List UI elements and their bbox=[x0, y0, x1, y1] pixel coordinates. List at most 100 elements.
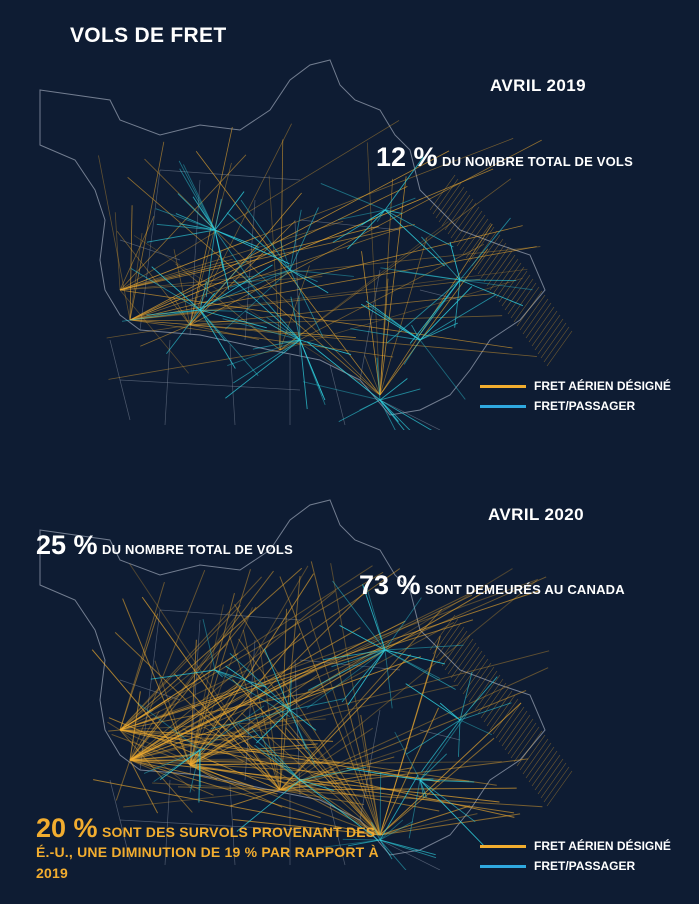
cargo-route bbox=[119, 120, 400, 291]
cargo-route bbox=[129, 656, 421, 761]
cargo-route bbox=[111, 733, 381, 836]
passenger-route bbox=[347, 839, 381, 847]
legend-label-cargo: FRET AÉRIEN DÉSIGNÉ bbox=[534, 379, 671, 393]
passenger-route bbox=[199, 292, 216, 311]
passenger-route bbox=[379, 839, 437, 859]
cargo-route bbox=[119, 578, 539, 731]
passenger-route bbox=[459, 217, 511, 281]
passenger-route bbox=[214, 229, 230, 290]
cargo-route bbox=[129, 278, 481, 321]
stat-text-line1: SONT DES SURVOLS PROVENANT DES bbox=[102, 824, 376, 840]
passenger-route bbox=[225, 665, 291, 711]
passenger-route bbox=[379, 399, 405, 430]
stat-total-flights-2019: 12 % DU NOMBRE TOTAL DE VOLS bbox=[376, 142, 633, 173]
legend-item-cargo: FRET AÉRIEN DÉSIGNÉ bbox=[480, 376, 671, 396]
cargo-route bbox=[119, 567, 303, 731]
cargo-route bbox=[361, 251, 381, 396]
overflight-track bbox=[513, 726, 540, 763]
legend-label-passenger: FRET/PASSAGER bbox=[534, 399, 636, 413]
cargo-route bbox=[116, 231, 191, 326]
overflight-track bbox=[444, 634, 471, 671]
cargo-route bbox=[189, 607, 253, 766]
cargo-route bbox=[129, 687, 241, 761]
cargo-route bbox=[279, 576, 381, 836]
passenger-route bbox=[211, 269, 291, 304]
stat-text: DU NOMBRE TOTAL DE VOLS bbox=[442, 154, 633, 169]
border-line bbox=[229, 784, 236, 866]
overflight-track bbox=[468, 666, 495, 703]
overflight-track bbox=[453, 206, 480, 243]
border-line bbox=[299, 659, 401, 671]
passenger-route bbox=[178, 160, 216, 231]
passenger-route bbox=[419, 779, 427, 798]
passenger-route bbox=[458, 719, 461, 757]
cargo-route bbox=[129, 168, 494, 321]
cargo-route bbox=[189, 761, 502, 766]
overflight-track bbox=[507, 278, 534, 315]
legend-2020: FRET AÉRIEN DÉSIGNÉ FRET/PASSAGER bbox=[480, 836, 671, 876]
overflight-track bbox=[516, 290, 543, 327]
passenger-route bbox=[337, 209, 386, 221]
border-line bbox=[189, 619, 201, 776]
passenger-route bbox=[379, 388, 421, 401]
cargo-route bbox=[279, 758, 529, 791]
cargo-route bbox=[189, 251, 222, 326]
passenger-route bbox=[214, 669, 223, 678]
stat-value: 25 % bbox=[36, 530, 98, 560]
passenger-route bbox=[198, 749, 201, 803]
cargo-route bbox=[173, 249, 191, 326]
cargo-route bbox=[279, 277, 523, 351]
cargo-route bbox=[119, 729, 245, 788]
overflight-track bbox=[516, 730, 543, 767]
border-line bbox=[329, 364, 346, 426]
passenger-route bbox=[361, 209, 386, 226]
cargo-route bbox=[129, 568, 401, 761]
overflight-track bbox=[447, 198, 474, 235]
passenger-route bbox=[289, 698, 344, 711]
cargo-route bbox=[189, 641, 390, 766]
passenger-route bbox=[199, 309, 243, 313]
cargo-route bbox=[119, 581, 165, 731]
border-line bbox=[294, 219, 301, 356]
stat-value: 73 % bbox=[359, 570, 421, 600]
passenger-route bbox=[143, 749, 201, 774]
passenger-route bbox=[189, 749, 201, 793]
passenger-route bbox=[359, 399, 381, 411]
cargo-route bbox=[119, 258, 233, 291]
overflight-track bbox=[450, 202, 477, 239]
overflight-track bbox=[531, 310, 558, 347]
passenger-route bbox=[199, 748, 205, 751]
cargo-route bbox=[129, 759, 321, 819]
passenger-route bbox=[214, 229, 253, 283]
passenger-route bbox=[267, 303, 301, 341]
passenger-route bbox=[289, 209, 302, 271]
overflight-track bbox=[528, 306, 555, 343]
cargo-route bbox=[189, 569, 251, 766]
cargo-route bbox=[189, 734, 259, 766]
cargo-route bbox=[189, 293, 495, 326]
passenger-route bbox=[362, 584, 386, 651]
cargo-route bbox=[379, 813, 478, 836]
cargo-route bbox=[106, 324, 191, 339]
passenger-route bbox=[449, 242, 461, 281]
cargo-route bbox=[122, 598, 191, 766]
overflight-track bbox=[510, 722, 537, 759]
passenger-route bbox=[379, 839, 393, 860]
cargo-route bbox=[232, 679, 381, 836]
legend-item-cargo: FRET AÉRIEN DÉSIGNÉ bbox=[480, 836, 671, 856]
overflight-track bbox=[438, 626, 465, 663]
passenger-route bbox=[379, 399, 411, 430]
passenger-route bbox=[137, 702, 201, 751]
passenger-route bbox=[342, 838, 381, 841]
passenger-route bbox=[159, 749, 201, 780]
cargo-route bbox=[129, 319, 247, 323]
cargo-route bbox=[189, 701, 205, 766]
border-line bbox=[329, 804, 346, 866]
cargo-route bbox=[127, 176, 381, 396]
stat-value: 20 % bbox=[36, 813, 98, 843]
overflight-track bbox=[462, 658, 489, 695]
overflight-track bbox=[534, 754, 561, 791]
cargo-route bbox=[330, 563, 381, 836]
cargo-route bbox=[129, 569, 206, 761]
cargo-route bbox=[129, 225, 409, 321]
